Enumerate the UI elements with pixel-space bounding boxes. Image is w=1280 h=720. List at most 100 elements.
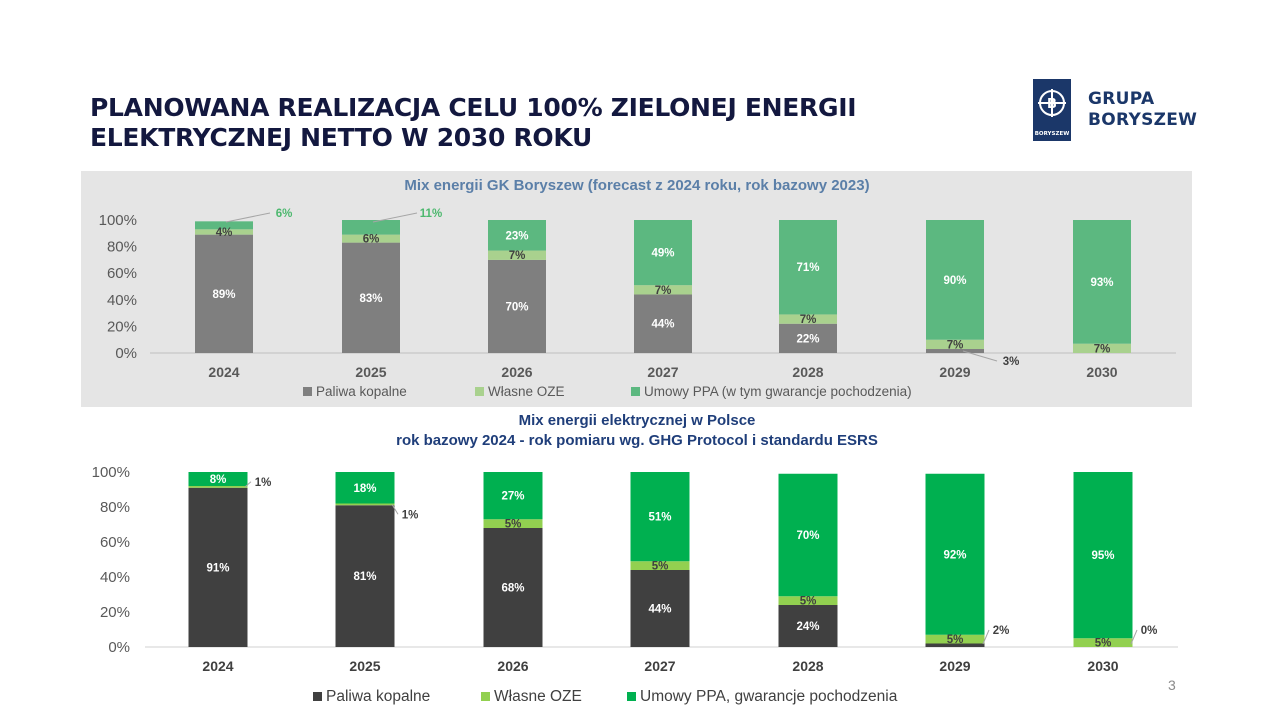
bar-w-asne-oze-2030 [1073, 343, 1131, 353]
data-label: 49% [651, 248, 674, 260]
data-label: 44% [651, 319, 674, 331]
data-label: 4% [216, 227, 233, 239]
data-label: 51% [648, 512, 671, 524]
bar-paliwa-kopalne-2027 [630, 570, 690, 647]
bar-umowy-ppa-w-tym-gwarancje-pochodzenia-2026 [488, 220, 546, 251]
x-tick-label: 2028 [792, 658, 823, 674]
x-tick-label: 2029 [939, 658, 970, 674]
bar-paliwa-kopalne-2026 [483, 528, 543, 647]
logo-line-1: GRUPA [1088, 89, 1155, 109]
x-tick-label: 2030 [1087, 658, 1118, 674]
y-tick-label: 100% [99, 212, 137, 229]
y-tick-label: 100% [92, 464, 130, 481]
data-label: 5% [800, 596, 817, 608]
bar-umowy-ppa-gwarancje-pochodzenia-2024 [188, 472, 248, 486]
legend-swatch [313, 692, 322, 701]
company-logo: B BORYSZEW GRUPA BORYSZEW [1033, 79, 1203, 141]
data-label: 95% [1091, 550, 1114, 562]
data-label: 5% [1095, 638, 1112, 650]
data-label: 7% [947, 339, 964, 351]
bar-w-asne-oze-2024 [188, 486, 248, 488]
legend-swatch [475, 387, 484, 396]
data-label: 70% [796, 530, 819, 542]
legend-swatch [481, 692, 490, 701]
y-tick-label: 0% [108, 639, 130, 656]
data-label: 44% [648, 604, 671, 616]
bar-umowy-ppa-gwarancje-pochodzenia-2030 [1073, 472, 1133, 639]
data-label: 7% [509, 250, 526, 262]
bar-umowy-ppa-gwarancje-pochodzenia-2028 [778, 473, 838, 597]
logo-wordmark: GRUPA BORYSZEW [1088, 89, 1197, 131]
bar-paliwa-kopalne-2029 [926, 349, 984, 353]
bar-w-asne-oze-2025 [342, 234, 400, 243]
logo-mark-letter: B [1047, 97, 1057, 112]
data-label: 5% [947, 634, 964, 646]
bar-paliwa-kopalne-2024 [188, 487, 248, 647]
x-tick-label: 2027 [647, 364, 678, 380]
y-tick-label: 40% [107, 292, 137, 309]
data-label: 18% [353, 483, 376, 495]
leader-line [372, 212, 418, 223]
leader-line [391, 504, 399, 515]
chart-2-subtitle: rok bazowy 2024 - rok pomiaru wg. GHG Pr… [396, 432, 878, 449]
legend-label: Umowy PPA (w tym gwarancje pochodzenia) [644, 384, 912, 399]
bar-umowy-ppa-gwarancje-pochodzenia-2029 [925, 473, 985, 635]
data-label: 71% [796, 262, 819, 274]
legend-swatch [303, 387, 312, 396]
x-tick-label: 2030 [1086, 364, 1117, 380]
x-tick-label: 2026 [501, 364, 532, 380]
chart-2-title: Mix energii elektrycznej w Polsce [519, 412, 756, 429]
data-label: 7% [655, 285, 672, 297]
bar-paliwa-kopalne-2026 [488, 259, 546, 353]
y-tick-label: 60% [107, 265, 137, 282]
y-tick-label: 20% [107, 318, 137, 335]
chart-1-title: Mix energii GK Boryszew (forecast z 2024… [404, 177, 869, 194]
data-label: 7% [1094, 343, 1111, 355]
y-tick-label: 40% [100, 569, 130, 586]
legend-label: Umowy PPA, gwarancje pochodzenia [640, 688, 898, 705]
bar-paliwa-kopalne-2027 [634, 294, 692, 353]
bar-umowy-ppa-w-tym-gwarancje-pochodzenia-2024 [195, 221, 253, 230]
bar-umowy-ppa-w-tym-gwarancje-pochodzenia-2027 [634, 220, 692, 286]
bar-paliwa-kopalne-2024 [195, 234, 253, 353]
y-tick-label: 20% [100, 604, 130, 621]
data-label: 0% [1141, 625, 1158, 637]
legend-swatch [631, 387, 640, 396]
bar-umowy-ppa-w-tym-gwarancje-pochodzenia-2030 [1073, 220, 1131, 344]
data-label: 6% [363, 234, 380, 246]
data-label: 91% [206, 562, 229, 574]
data-label: 5% [652, 561, 669, 573]
bar-paliwa-kopalne-2025 [342, 242, 400, 353]
bar-umowy-ppa-gwarancje-pochodzenia-2027 [630, 472, 690, 562]
x-tick-label: 2025 [355, 364, 386, 380]
x-tick-label: 2028 [792, 364, 823, 380]
x-tick-label: 2024 [208, 364, 239, 380]
bar-umowy-ppa-w-tym-gwarancje-pochodzenia-2029 [926, 220, 984, 340]
data-label: 93% [1090, 277, 1113, 289]
y-tick-label: 80% [100, 499, 130, 516]
x-tick-label: 2026 [497, 658, 528, 674]
data-label: 7% [800, 314, 817, 326]
bar-umowy-ppa-w-tym-gwarancje-pochodzenia-2028 [779, 220, 837, 315]
data-label: 24% [796, 621, 819, 633]
bar-umowy-ppa-w-tym-gwarancje-pochodzenia-2025 [342, 220, 400, 235]
data-label: 11% [420, 208, 442, 220]
bar-w-asne-oze-2028 [778, 596, 838, 605]
legend-label: Paliwa kopalne [316, 384, 407, 399]
leader-line [982, 629, 990, 645]
legend-swatch [627, 692, 636, 701]
leader-line [225, 212, 271, 223]
legend-label: Własne OZE [494, 688, 582, 705]
page-title-line-2: ELEKTRYCZNEJ NETTO W 2030 ROKU [90, 123, 593, 152]
data-label: 70% [505, 301, 528, 313]
x-tick-label: 2029 [939, 364, 970, 380]
bar-paliwa-kopalne-2029 [925, 643, 985, 647]
data-label: 5% [505, 519, 522, 531]
bar-umowy-ppa-gwarancje-pochodzenia-2026 [483, 472, 543, 520]
bar-paliwa-kopalne-2025 [335, 505, 395, 647]
x-tick-label: 2024 [202, 658, 233, 674]
data-label: 3% [1003, 356, 1020, 368]
boryszew-logo-icon: B BORYSZEW [1033, 79, 1071, 141]
leader-line [244, 481, 252, 488]
x-tick-label: 2027 [644, 658, 675, 674]
